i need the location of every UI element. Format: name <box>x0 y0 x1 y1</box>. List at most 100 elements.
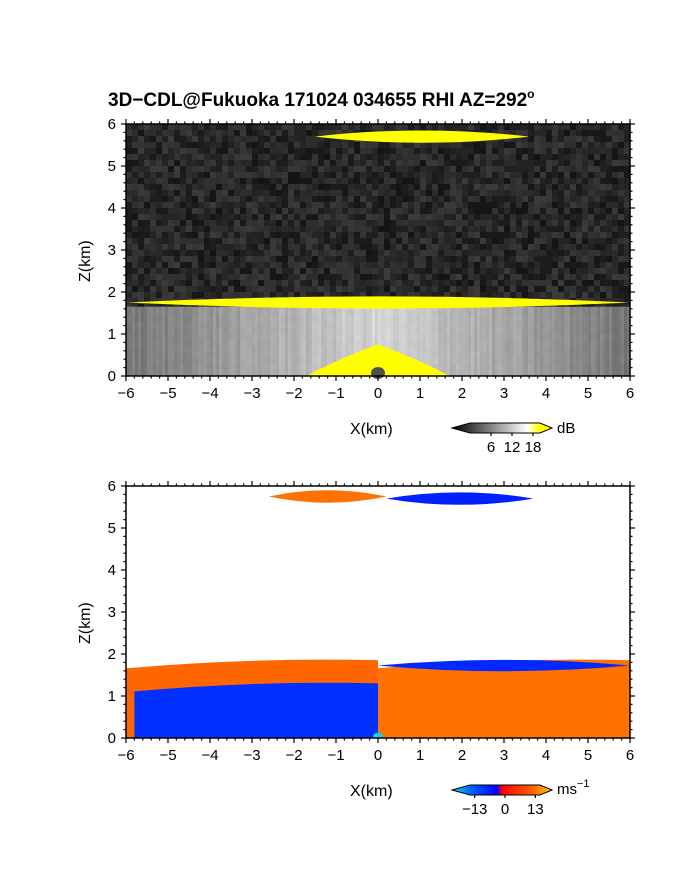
noise-cell <box>132 280 138 286</box>
fan-column <box>447 306 450 376</box>
noise-cell <box>174 262 180 268</box>
noise-cell <box>582 238 588 244</box>
noise-cell <box>378 214 384 220</box>
fan-column <box>327 306 330 376</box>
noise-cell <box>288 280 294 286</box>
noise-cell <box>480 172 486 178</box>
noise-cell <box>360 178 366 184</box>
noise-cell <box>228 274 234 280</box>
noise-cell <box>180 148 186 154</box>
noise-cell <box>408 214 414 220</box>
noise-cell <box>168 226 174 232</box>
noise-cell <box>594 220 600 226</box>
noise-cell <box>480 244 486 250</box>
noise-cell <box>378 172 384 178</box>
noise-cell <box>402 238 408 244</box>
noise-cell <box>426 214 432 220</box>
noise-cell <box>240 232 246 238</box>
noise-cell <box>546 160 552 166</box>
noise-cell <box>168 154 174 160</box>
noise-cell <box>522 124 528 130</box>
noise-cell <box>378 238 384 244</box>
noise-cell <box>150 274 156 280</box>
noise-cell <box>252 214 258 220</box>
noise-cell <box>156 274 162 280</box>
noise-cell <box>276 268 282 274</box>
noise-cell <box>396 268 402 274</box>
velocity-region <box>134 682 378 738</box>
noise-cell <box>330 202 336 208</box>
noise-cell <box>306 238 312 244</box>
noise-cell <box>582 184 588 190</box>
noise-cell <box>360 184 366 190</box>
noise-cell <box>624 154 630 160</box>
noise-cell <box>534 124 540 130</box>
noise-cell <box>564 274 570 280</box>
noise-cell <box>462 238 468 244</box>
noise-cell <box>156 130 162 136</box>
noise-cell <box>318 166 324 172</box>
noise-cell <box>504 232 510 238</box>
noise-cell <box>132 262 138 268</box>
x-tick-label: −1 <box>327 385 344 402</box>
noise-cell <box>372 166 378 172</box>
noise-cell <box>198 184 204 190</box>
noise-cell <box>480 220 486 226</box>
noise-cell <box>162 232 168 238</box>
noise-cell <box>618 262 624 268</box>
noise-cell <box>228 154 234 160</box>
noise-cell <box>558 190 564 196</box>
noise-cell <box>462 250 468 256</box>
noise-cell <box>618 184 624 190</box>
noise-cell <box>612 202 618 208</box>
noise-cell <box>204 148 210 154</box>
noise-cell <box>156 184 162 190</box>
noise-cell <box>162 220 168 226</box>
noise-cell <box>312 154 318 160</box>
noise-cell <box>258 178 264 184</box>
noise-cell <box>252 196 258 202</box>
noise-cell <box>258 256 264 262</box>
x-tick-label: 2 <box>458 385 466 402</box>
noise-cell <box>582 292 588 298</box>
noise-cell <box>396 232 402 238</box>
noise-cell <box>594 184 600 190</box>
noise-cell <box>588 172 594 178</box>
noise-cell <box>288 256 294 262</box>
noise-cell <box>492 280 498 286</box>
noise-cell <box>282 184 288 190</box>
noise-cell <box>396 124 402 130</box>
noise-cell <box>486 166 492 172</box>
noise-cell <box>576 244 582 250</box>
noise-cell <box>498 220 504 226</box>
noise-cell <box>396 154 402 160</box>
noise-cell <box>438 124 444 130</box>
noise-cell <box>162 196 168 202</box>
noise-cell <box>144 250 150 256</box>
fan-column <box>534 306 537 376</box>
noise-cell <box>300 148 306 154</box>
noise-cell <box>450 190 456 196</box>
noise-cell <box>174 202 180 208</box>
noise-cell <box>366 244 372 250</box>
noise-cell <box>300 292 306 298</box>
noise-cell <box>294 166 300 172</box>
noise-cell <box>486 250 492 256</box>
noise-cell <box>258 172 264 178</box>
noise-cell <box>222 190 228 196</box>
noise-cell <box>198 292 204 298</box>
noise-cell <box>606 172 612 178</box>
noise-cell <box>624 232 630 238</box>
noise-cell <box>378 280 384 286</box>
noise-cell <box>366 142 372 148</box>
noise-cell <box>222 172 228 178</box>
noise-cell <box>552 208 558 214</box>
noise-cell <box>282 172 288 178</box>
noise-cell <box>276 238 282 244</box>
fan-column <box>621 306 624 376</box>
noise-cell <box>600 262 606 268</box>
noise-cell <box>132 274 138 280</box>
noise-cell <box>324 160 330 166</box>
noise-cell <box>258 154 264 160</box>
noise-cell <box>486 232 492 238</box>
